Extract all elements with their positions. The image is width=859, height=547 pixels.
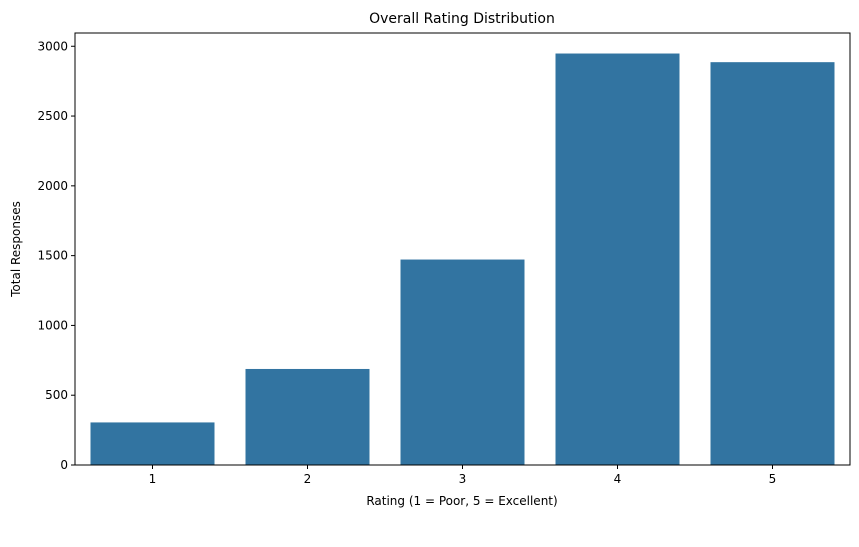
bar-5 <box>710 62 835 466</box>
x-tick-label-3: 3 <box>459 472 467 486</box>
bar-2 <box>245 368 370 465</box>
x-tick-label-5: 5 <box>769 472 777 486</box>
bar-4 <box>555 53 680 466</box>
y-tick-label-3000: 3000 <box>37 39 68 53</box>
y-tick-label-500: 500 <box>45 388 68 402</box>
chart-title: Overall Rating Distribution <box>369 11 555 27</box>
y-axis-label: Total Responses <box>9 201 23 298</box>
x-tick-label-1: 1 <box>149 472 157 486</box>
y-tick-label-2500: 2500 <box>37 109 68 123</box>
bar-1 <box>90 422 215 465</box>
y-tick-label-1000: 1000 <box>37 318 68 332</box>
x-tick-label-2: 2 <box>304 472 312 486</box>
y-tick-label-0: 0 <box>60 458 68 472</box>
y-axis-ticks: 0 500 1000 1500 2000 2500 3000 <box>37 39 75 472</box>
bar-3 <box>400 259 525 465</box>
x-axis-label: Rating (1 = Poor, 5 = Excellent) <box>366 494 557 508</box>
plot-frame <box>74 32 851 466</box>
bars-group <box>90 53 835 466</box>
y-tick-label-2000: 2000 <box>37 179 68 193</box>
x-tick-label-4: 4 <box>614 472 622 486</box>
x-axis-ticks: 1 2 3 4 5 <box>149 465 777 486</box>
y-tick-label-1500: 1500 <box>37 249 68 263</box>
